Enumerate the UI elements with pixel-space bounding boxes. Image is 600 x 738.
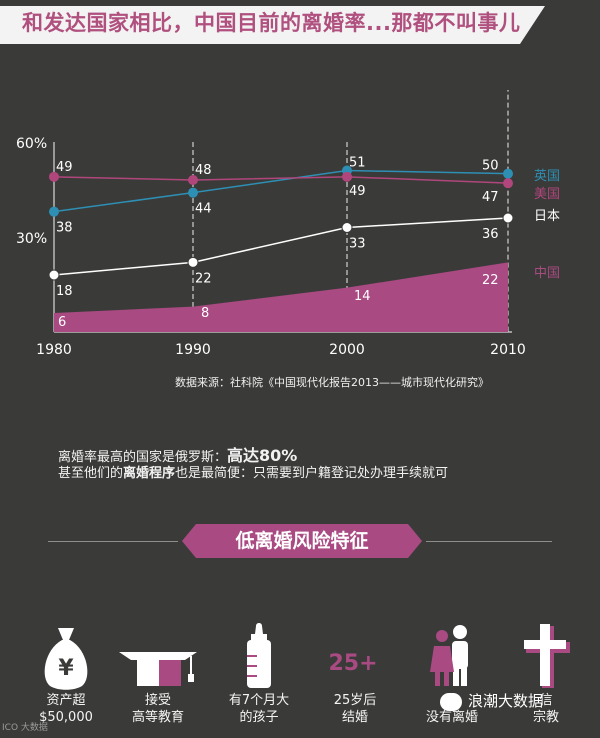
data-point-美国 <box>342 171 352 182</box>
banner-shape <box>0 6 545 44</box>
feature-religion-line2: 宗教 <box>532 710 559 725</box>
data-point-英国 <box>503 168 513 179</box>
y-tick-label: 30% <box>16 231 47 247</box>
data-point-日本 <box>341 222 353 233</box>
data-point-美国 <box>49 171 59 182</box>
risk-banner-shape <box>182 524 422 558</box>
title-banner: 和发达国家相比，中国目前的离婚率...那都不叫事儿 <box>0 0 600 46</box>
data-label-英国: 50 <box>482 159 499 174</box>
data-label-中国: 6 <box>58 315 66 330</box>
data-point-英国 <box>49 206 59 217</box>
data-label-英国: 51 <box>349 156 366 171</box>
data-label-英国: 44 <box>195 202 212 217</box>
y-tick-label: 60% <box>16 136 47 152</box>
legend-中国: 中国 <box>534 266 560 281</box>
left-watermark-text: 大数据 <box>20 723 48 733</box>
source-note: 数据来源：社科院《中国现代化报告2013——城市现代化研究》 <box>175 376 489 389</box>
section-divider-left <box>48 541 178 542</box>
risk-section-title: 低离婚风险特征 <box>235 530 369 552</box>
legend-日本: 日本 <box>534 209 560 224</box>
wechat-icon <box>440 692 462 711</box>
data-label-美国: 48 <box>195 163 212 178</box>
note-line2-suffix: 也是最简便：只需要到户籍登记处办理手续就可 <box>175 466 449 481</box>
data-label-美国: 49 <box>56 160 73 175</box>
series-line-日本 <box>53 217 509 276</box>
note-line1-highlight: 高达80% <box>227 446 298 465</box>
wechat-watermark: 浪潮大数据 <box>440 690 543 711</box>
feature-parents-line2: 没有离婚 <box>425 710 478 725</box>
divorce-rate-chart: 60% 30% 1980 1990 2000 2010 38 44 51 50 英国 49 48 49 47… <box>16 90 560 358</box>
feature-religion-line1: 信 <box>539 693 553 708</box>
x-tick-label: 2010 <box>490 342 526 358</box>
x-tick-label: 1990 <box>175 342 211 358</box>
age-25-plus-icon: 25+ <box>328 651 377 676</box>
parents-icon <box>430 625 468 686</box>
feature-baby-line2: 的孩子 <box>239 710 279 725</box>
left-watermark-logo: ICO <box>2 723 19 733</box>
x-tick-label: 1980 <box>36 342 72 358</box>
data-label-美国: 49 <box>349 184 366 199</box>
feature-education-line2: 高等教育 <box>131 710 184 725</box>
section-divider-right <box>426 541 552 542</box>
note-highest-country: 离婚率最高的国家是俄罗斯：高达80% <box>58 442 297 466</box>
data-label-中国: 14 <box>354 289 371 304</box>
feature-baby: 有7个月大的孩子 <box>209 620 309 726</box>
svg-text:¥: ¥ <box>58 656 74 681</box>
feature-religion: 信宗教 <box>496 620 596 726</box>
data-point-日本 <box>502 212 514 224</box>
baby-bottle-icon <box>247 623 271 688</box>
data-label-日本: 22 <box>195 271 212 286</box>
feature-baby-line1: 有7个月大 <box>228 693 290 708</box>
data-label-美国: 47 <box>482 190 499 205</box>
data-label-英国: 38 <box>56 221 73 236</box>
data-point-英国 <box>188 187 198 198</box>
note-line1-prefix: 离婚率最高的国家是俄罗斯： <box>58 450 228 465</box>
x-tick-label: 2000 <box>329 342 365 358</box>
feature-age: 25+ 25岁后结婚 <box>305 620 405 726</box>
feature-assets-line1: 资产超 <box>46 693 86 708</box>
graduation-cap-icon <box>119 652 197 686</box>
data-label-日本: 33 <box>349 237 366 252</box>
note-line2-bold: 离婚程序 <box>123 466 176 481</box>
series-line-英国 <box>53 169 509 213</box>
data-label-中国: 8 <box>201 306 209 321</box>
feature-age-line1: 25岁后 <box>333 693 377 708</box>
cross-icon <box>524 624 570 688</box>
data-label-日本: 36 <box>482 227 499 242</box>
legend-美国: 美国 <box>534 187 560 202</box>
feature-education: 接受 高等教育 <box>108 620 208 726</box>
data-point-美国 <box>188 175 198 185</box>
note-line2-prefix: 甚至他们的 <box>58 466 124 481</box>
data-label-中国: 22 <box>482 273 499 288</box>
data-point-日本 <box>187 256 199 268</box>
feature-age-line2: 结婚 <box>341 710 368 725</box>
risk-section-banner: 低离婚风险特征 <box>182 524 422 562</box>
legend-英国: 英国 <box>534 169 560 184</box>
series-line-美国 <box>53 176 509 184</box>
data-label-日本: 18 <box>56 284 73 299</box>
money-bag-icon: ¥ <box>44 628 88 690</box>
feature-assets-line2: $50,000 <box>39 710 93 725</box>
page-title: 和发达国家相比，中国目前的离婚率...那都不叫事儿 <box>22 11 521 35</box>
left-watermark: ICO 大数据 <box>2 720 48 733</box>
feature-assets: ¥ 资产超 $50,000 <box>16 620 116 726</box>
note-divorce-procedure: 甚至他们的离婚程序也是最简便：只需要到户籍登记处办理手续就可 <box>58 462 448 481</box>
feature-education-line1: 接受 <box>144 693 171 708</box>
data-point-日本 <box>48 269 60 281</box>
series-area-中国 <box>54 262 508 332</box>
wechat-watermark-text: 浪潮大数据 <box>468 692 544 710</box>
data-point-美国 <box>503 178 513 189</box>
age-icon-text: 25+ <box>328 651 377 676</box>
